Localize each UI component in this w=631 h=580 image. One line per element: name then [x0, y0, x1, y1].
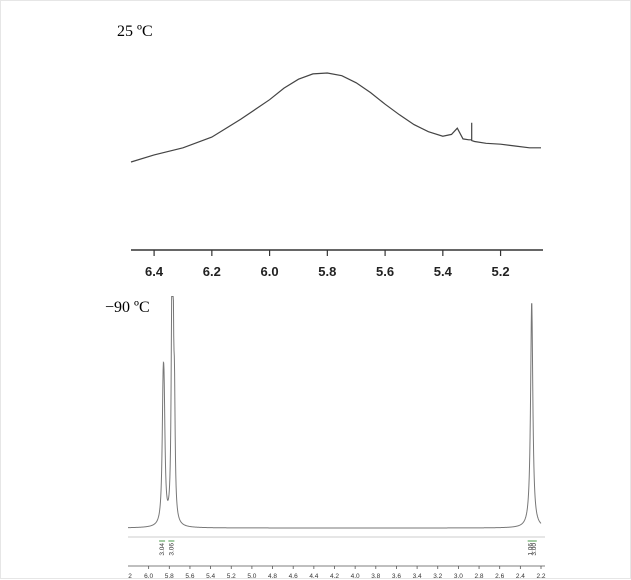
- temperature-label-minus90: −90 ºC: [105, 299, 150, 316]
- integral-value: 3.00: [531, 543, 538, 556]
- spectrum-minus90c-line: [128, 295, 542, 529]
- temperature-label-25: 25 ºC: [117, 23, 153, 40]
- top-tick-label: 5.4: [434, 264, 453, 279]
- top-tick-label: 5.2: [492, 264, 510, 279]
- spectrum-25c-line: [130, 72, 541, 163]
- integral-value: 1.06: [528, 543, 535, 556]
- integral-value: 3.04: [159, 543, 166, 556]
- top-tick-label: 5.6: [376, 264, 394, 279]
- top-tick-label: 5.8: [318, 264, 336, 279]
- integral-value: 3.06: [168, 543, 175, 556]
- spectrum-25c: 6.4 6.2 6.0 5.8 5.6 5.4 5.2: [130, 72, 543, 279]
- top-tick-label: 6.4: [145, 264, 164, 279]
- top-tick-label: 6.0: [261, 264, 279, 279]
- top-tick-label: 6.2: [203, 264, 221, 279]
